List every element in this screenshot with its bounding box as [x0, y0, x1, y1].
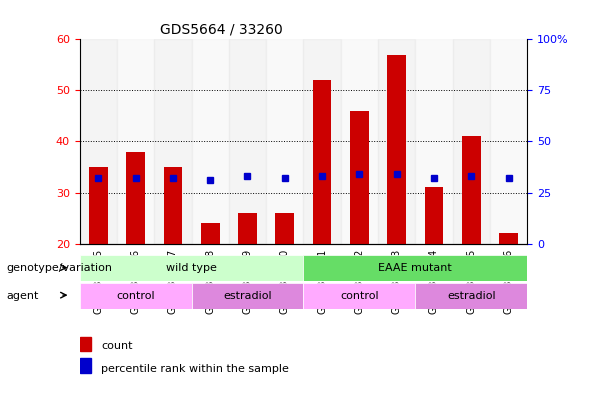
Text: control: control: [340, 291, 379, 301]
Text: agent: agent: [6, 290, 39, 301]
Bar: [89, 167, 108, 244]
Bar: [266, 39, 303, 244]
Text: estradiol: estradiol: [447, 291, 495, 301]
Bar: [378, 39, 415, 244]
Bar: [238, 213, 257, 244]
Bar: [387, 55, 406, 244]
Bar: [499, 233, 518, 244]
Bar: [164, 167, 182, 244]
Text: percentile rank within the sample: percentile rank within the sample: [101, 364, 289, 375]
Bar: [80, 358, 91, 373]
Bar: [341, 39, 378, 244]
Bar: [80, 39, 117, 244]
Text: GDS5664 / 33260: GDS5664 / 33260: [160, 23, 283, 37]
Bar: [416, 39, 452, 244]
Text: genotype/variation: genotype/variation: [6, 263, 112, 273]
FancyBboxPatch shape: [303, 255, 527, 281]
Bar: [313, 80, 332, 244]
Bar: [275, 213, 294, 244]
Bar: [303, 39, 341, 244]
Bar: [490, 39, 527, 244]
Text: estradiol: estradiol: [223, 291, 272, 301]
Bar: [462, 136, 481, 244]
Text: count: count: [101, 341, 132, 351]
FancyBboxPatch shape: [80, 255, 303, 281]
Bar: [154, 39, 191, 244]
Bar: [191, 39, 229, 244]
Bar: [452, 39, 490, 244]
FancyBboxPatch shape: [416, 283, 527, 309]
Text: wild type: wild type: [166, 263, 217, 273]
FancyBboxPatch shape: [303, 283, 416, 309]
Bar: [201, 223, 219, 244]
Bar: [117, 39, 154, 244]
Text: control: control: [116, 291, 155, 301]
Text: EAAE mutant: EAAE mutant: [378, 263, 452, 273]
Bar: [80, 337, 91, 351]
Bar: [425, 187, 443, 244]
Bar: [229, 39, 266, 244]
FancyBboxPatch shape: [80, 283, 191, 309]
FancyBboxPatch shape: [191, 283, 303, 309]
Bar: [126, 152, 145, 244]
Bar: [350, 111, 368, 244]
